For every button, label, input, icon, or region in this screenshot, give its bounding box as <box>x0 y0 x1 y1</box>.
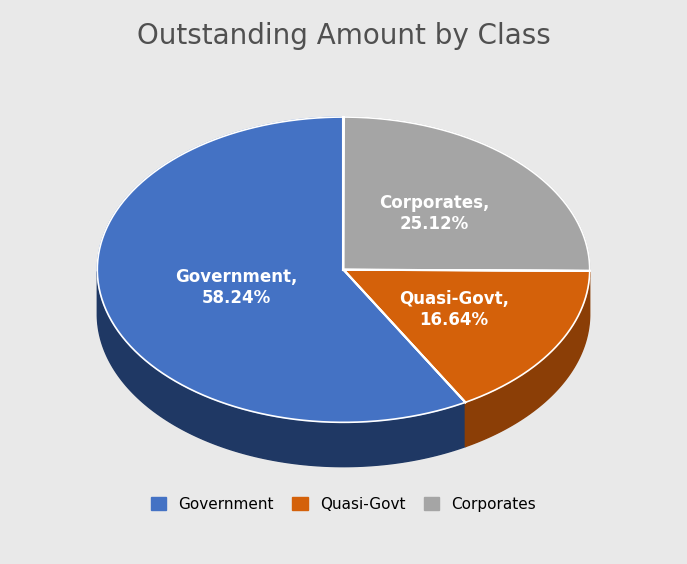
Text: Government,
58.24%: Government, 58.24% <box>175 268 297 307</box>
Polygon shape <box>465 271 589 447</box>
Polygon shape <box>344 270 589 402</box>
Text: Quasi-Govt,
16.64%: Quasi-Govt, 16.64% <box>399 290 509 329</box>
Polygon shape <box>344 117 589 271</box>
Text: Corporates,
25.12%: Corporates, 25.12% <box>379 195 490 233</box>
Legend: Government, Quasi-Govt, Corporates: Government, Quasi-Govt, Corporates <box>145 491 542 518</box>
Ellipse shape <box>98 161 589 466</box>
Polygon shape <box>98 117 465 422</box>
Title: Outstanding Amount by Class: Outstanding Amount by Class <box>137 22 550 50</box>
Polygon shape <box>98 271 465 466</box>
